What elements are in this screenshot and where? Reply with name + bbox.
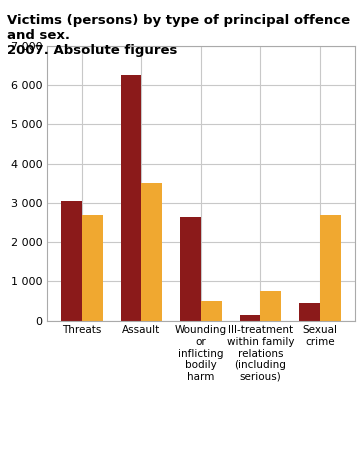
Bar (240, 315, 260, 321)
Bar (201, 301, 222, 321)
Bar (82, 215, 103, 321)
Bar (260, 291, 281, 321)
Bar (299, 303, 320, 321)
Text: Victims (persons) by type of principal offence and sex.
2007. Absolute figures: Victims (persons) by type of principal o… (7, 14, 350, 57)
Bar (142, 183, 162, 321)
Bar (180, 217, 201, 321)
Bar (320, 215, 341, 321)
Bar (121, 75, 142, 321)
Bar (61, 201, 82, 321)
